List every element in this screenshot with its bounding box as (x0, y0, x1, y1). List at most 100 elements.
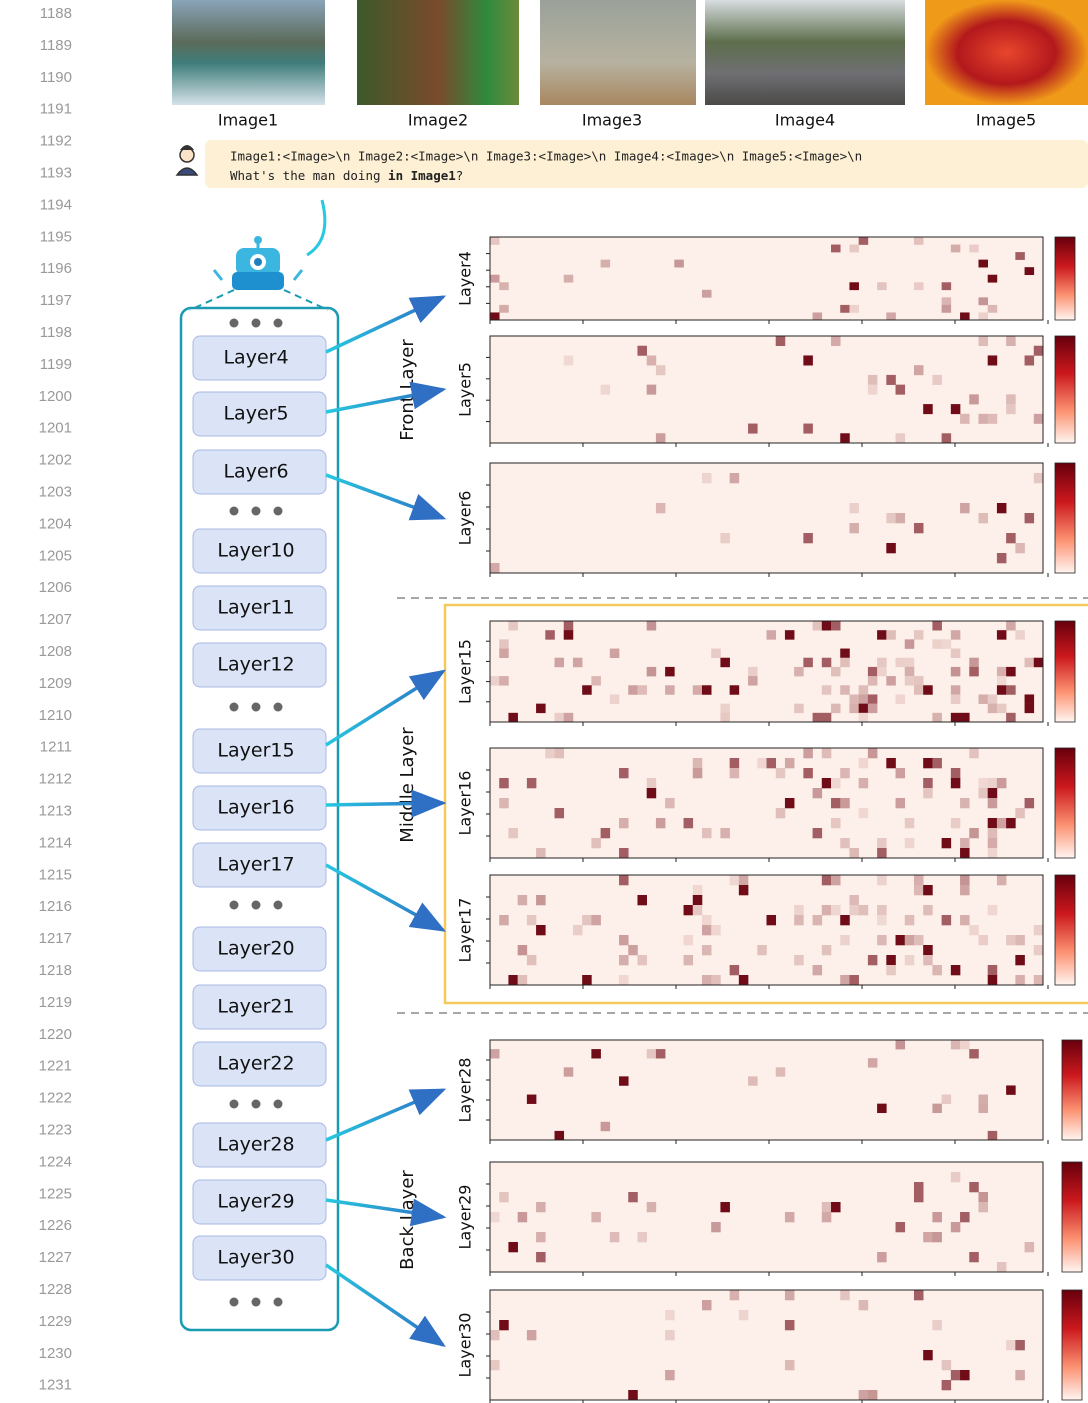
heatmap-cell (840, 838, 850, 848)
layer-label: Layer30 (217, 1247, 294, 1269)
image-label: Image3 (582, 111, 642, 130)
colorbar (1062, 1040, 1082, 1140)
heatmap-cell (978, 297, 988, 305)
heatmap-label: Layer4 (456, 251, 475, 306)
heatmap-cell (767, 915, 777, 925)
line-number: 1189 (40, 37, 72, 54)
ellipsis-dot (252, 703, 261, 712)
heatmap-cell (702, 685, 712, 694)
heatmap-cell (988, 838, 998, 848)
heatmap-cell (720, 828, 730, 838)
heatmap-cell (932, 639, 942, 648)
heatmap-cell (905, 667, 915, 676)
heatmap-cell (923, 1350, 933, 1360)
heatmap-cell (564, 275, 574, 283)
heatmap-cell (582, 975, 592, 985)
heatmap-cell (1006, 713, 1016, 722)
line-number: 1205 (39, 547, 72, 564)
heatmap-cell (997, 553, 1007, 563)
heatmap-cell (840, 685, 850, 694)
heatmap-cell (702, 1300, 712, 1310)
heatmap-cell (499, 915, 509, 925)
heatmap-cell (997, 676, 1007, 685)
heatmap-cell (536, 848, 546, 858)
heatmap-cell (896, 385, 906, 395)
heatmap-cell (619, 1076, 629, 1085)
heatmap-cell (932, 1232, 942, 1242)
heatmap-cell (951, 778, 961, 788)
heatmap-cell (951, 1222, 961, 1232)
heatmap-cell (932, 621, 942, 630)
heatmap-cell (785, 1290, 795, 1300)
heatmap-cell (960, 915, 970, 925)
heatmap-cell (960, 503, 970, 513)
image-label: Image4 (775, 111, 835, 130)
line-number: 1200 (39, 388, 72, 405)
heatmap-cell (637, 346, 647, 356)
heatmap-cell (619, 935, 629, 945)
heatmap-cell (997, 1262, 1007, 1272)
heatmap-cell (508, 828, 518, 838)
heatmap-cell (859, 905, 869, 915)
heatmap-cell (573, 925, 583, 935)
heatmap-cell (748, 1076, 758, 1085)
heatmap-cell (1015, 252, 1025, 260)
heatmap-cell (988, 848, 998, 858)
heatmap-cell (684, 935, 694, 945)
heatmap-cell (647, 667, 657, 676)
heatmap-cell (960, 1370, 970, 1380)
heatmap-cell (711, 649, 721, 658)
line-number: 1188 (40, 5, 72, 22)
heatmap-cell (988, 1131, 998, 1140)
heatmap-cell (896, 798, 906, 808)
arrow (326, 865, 443, 930)
heatmap (486, 336, 1075, 447)
layer-label: Layer29 (217, 1191, 294, 1213)
heatmap-cell (619, 975, 629, 985)
heatmap-cell (536, 925, 546, 935)
heatmap-cell (951, 649, 961, 658)
arrow (326, 1090, 443, 1140)
line-number: 1224 (39, 1153, 72, 1170)
heatmap-cell (499, 676, 509, 685)
heatmap-cell (601, 1122, 611, 1131)
heatmap-cell (886, 375, 896, 385)
heatmap-cell (702, 915, 712, 925)
heatmap-cell (877, 935, 887, 945)
heatmap-cell (923, 758, 933, 768)
heatmap-cell (969, 1252, 979, 1262)
heatmap-cell (942, 433, 952, 443)
heatmap-cell (988, 704, 998, 713)
heatmap-cell (969, 828, 979, 838)
heatmap-cell (555, 713, 565, 722)
heatmap-cell (951, 404, 961, 414)
heatmap-cell (1034, 975, 1044, 985)
heatmap-cell (693, 905, 703, 915)
group-label: Front Layer (397, 339, 418, 441)
heatmap-cell (499, 305, 509, 313)
heatmap-cell (647, 355, 657, 365)
heatmap-cell (951, 245, 961, 253)
heatmap-cell (739, 885, 749, 895)
heatmap-cell (923, 905, 933, 915)
heatmap (486, 463, 1075, 577)
line-number: 1218 (39, 962, 72, 979)
heatmap-cell (997, 685, 1007, 694)
heatmap-cell (720, 658, 730, 667)
prompt-text: What's the man doing (230, 168, 388, 183)
heatmap-cell (822, 1212, 832, 1222)
heatmap-cell (490, 1330, 500, 1340)
heatmap-cell (942, 838, 952, 848)
line-number: 1225 (39, 1185, 72, 1202)
line-number: 1226 (39, 1217, 72, 1234)
heatmap-cell (803, 748, 813, 758)
heatmap-cell (647, 788, 657, 798)
line-number: 1190 (40, 69, 72, 86)
heatmap-cell (1006, 336, 1016, 346)
heatmap-cell (499, 282, 509, 290)
heatmap-cell (831, 905, 841, 915)
arrow (326, 1265, 443, 1345)
heatmap-cell (1034, 945, 1044, 955)
heatmap-cell (951, 630, 961, 639)
heatmap-cell (997, 818, 1007, 828)
